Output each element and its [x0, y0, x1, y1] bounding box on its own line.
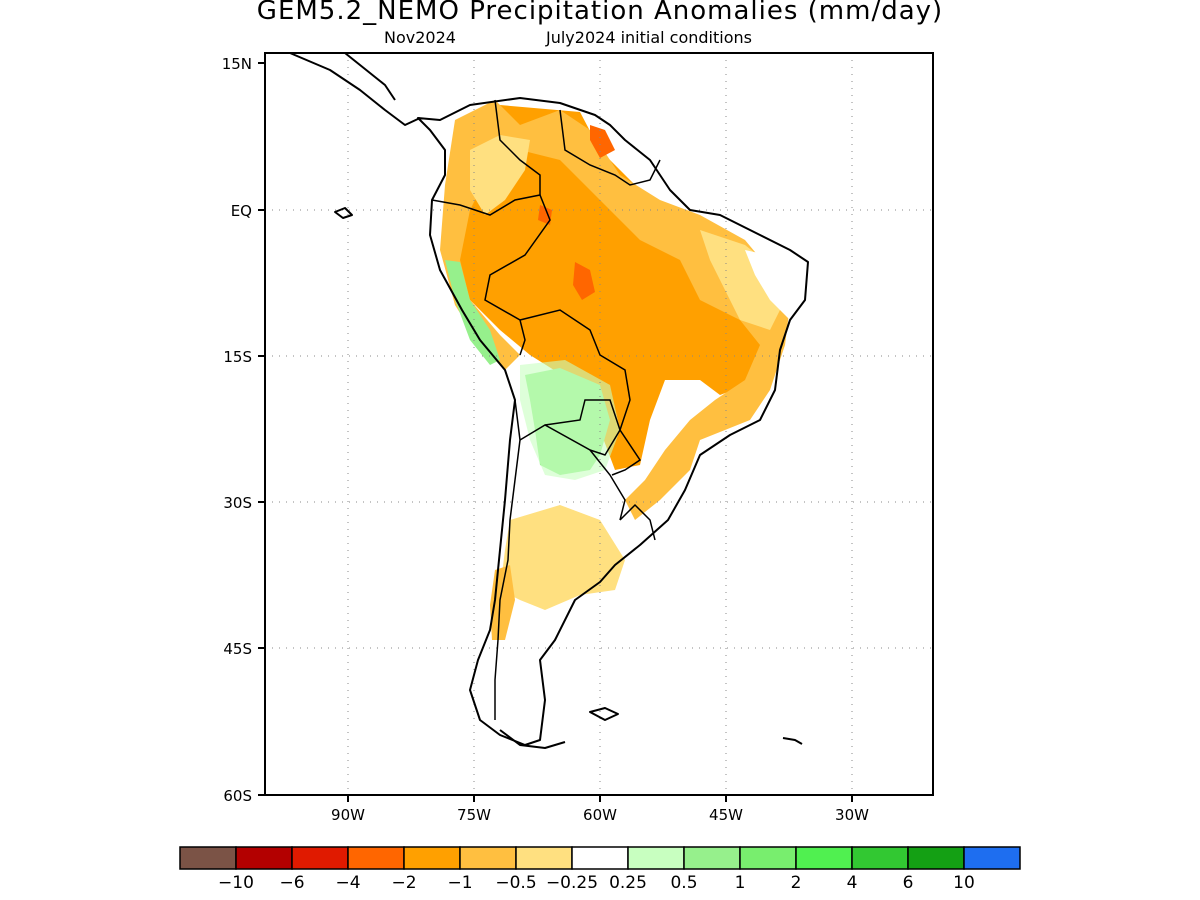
colorbar-swatch	[235, 846, 293, 870]
colorbar-swatch	[963, 846, 1021, 870]
anomaly-spot-dark-orange	[573, 262, 595, 300]
colorbar-label: −2	[391, 873, 416, 893]
tierra-del-fuego	[499, 729, 566, 749]
anomaly-field	[440, 100, 805, 640]
colorbar-swatch	[347, 846, 405, 870]
lon-label: 30W	[835, 806, 869, 824]
lat-label: EQ	[231, 202, 252, 220]
graticule	[265, 53, 933, 795]
colorbar-label: −0.5	[495, 873, 536, 893]
colorbar-swatch	[627, 846, 685, 870]
country-borders	[431, 99, 661, 720]
lat-label: 30S	[223, 494, 252, 512]
galapagos	[334, 207, 353, 219]
border-uruguay	[619, 503, 656, 541]
lon-label: 45W	[709, 806, 743, 824]
colorbar-label: −0.25	[546, 873, 598, 893]
colorbar-label: 10	[953, 873, 975, 893]
colorbar-swatch	[907, 846, 965, 870]
border-venezuela-colombia	[494, 99, 541, 195]
border-argentina-north	[519, 424, 626, 521]
colorbar-swatch	[179, 846, 237, 870]
colorbar-swatch	[291, 846, 349, 870]
border-brazil-west	[519, 309, 642, 476]
colorbar-label: −4	[335, 873, 360, 893]
colorbar-label: −6	[279, 873, 304, 893]
falkland-islands	[589, 707, 619, 721]
colorbar-label: 0.25	[609, 873, 647, 893]
anomaly-region-orange	[445, 105, 775, 470]
south-georgia	[782, 737, 803, 745]
lat-labels: 15N EQ 15S 30S 45S 60S	[222, 55, 252, 805]
colorbar-label: 2	[791, 873, 802, 893]
anomaly-region-yellow-ne	[700, 230, 785, 330]
colorbar-swatch	[515, 846, 573, 870]
anomaly-region-yellow-south	[500, 505, 625, 610]
anomaly-region-white-ne	[745, 250, 805, 320]
lat-label: 45S	[223, 640, 252, 658]
border-guianas	[559, 109, 661, 186]
colorbar-swatch	[459, 846, 517, 870]
lat-label: 15N	[222, 55, 252, 73]
anomaly-region-light-green	[520, 360, 620, 480]
initial-conditions: July2024 initial conditions	[546, 28, 752, 47]
colorbar-label: −1	[447, 873, 472, 893]
tick-marks	[258, 62, 853, 802]
border-argentina-chile	[494, 399, 521, 720]
map-title: GEM5.2_NEMO Precipitation Anomalies (mm/…	[256, 0, 944, 26]
anomaly-spot-dark-orange-3	[590, 125, 615, 158]
anomaly-region-green-peru	[445, 260, 500, 365]
forecast-month: Nov2024	[384, 28, 456, 47]
colorbar-swatch	[571, 846, 629, 870]
anomaly-spot-dark-orange-2	[538, 205, 552, 225]
colorbar-label: 4	[847, 873, 858, 893]
lon-label: 90W	[331, 806, 365, 824]
colorbar-swatch	[851, 846, 909, 870]
colorbar-swatch	[739, 846, 797, 870]
colorbar-swatch	[403, 846, 461, 870]
lon-label: 75W	[457, 806, 491, 824]
lon-label: 60W	[583, 806, 617, 824]
colorbar-swatch	[683, 846, 741, 870]
central-america-coastline	[289, 52, 421, 126]
colorbar-swatch	[795, 846, 853, 870]
colorbar-label: 0.5	[670, 873, 697, 893]
colorbar-label: −10	[218, 873, 254, 893]
anomaly-region-light-orange	[440, 100, 790, 520]
south-america-coastline	[417, 97, 809, 746]
border-paraguay	[544, 399, 621, 456]
lon-labels: 90W 75W 60W 45W 30W	[331, 806, 869, 824]
coastlines	[289, 52, 809, 749]
colorbar: −10 −6 −4 −2 −1 −0.5 −0.25 0.25 0.5 1 2 4 6 10	[179, 846, 1021, 893]
border-andean	[431, 194, 551, 356]
colorbar-label: 6	[903, 873, 914, 893]
colorbar-label: 1	[735, 873, 746, 893]
lat-label: 60S	[223, 787, 252, 805]
lat-label: 15S	[223, 348, 252, 366]
